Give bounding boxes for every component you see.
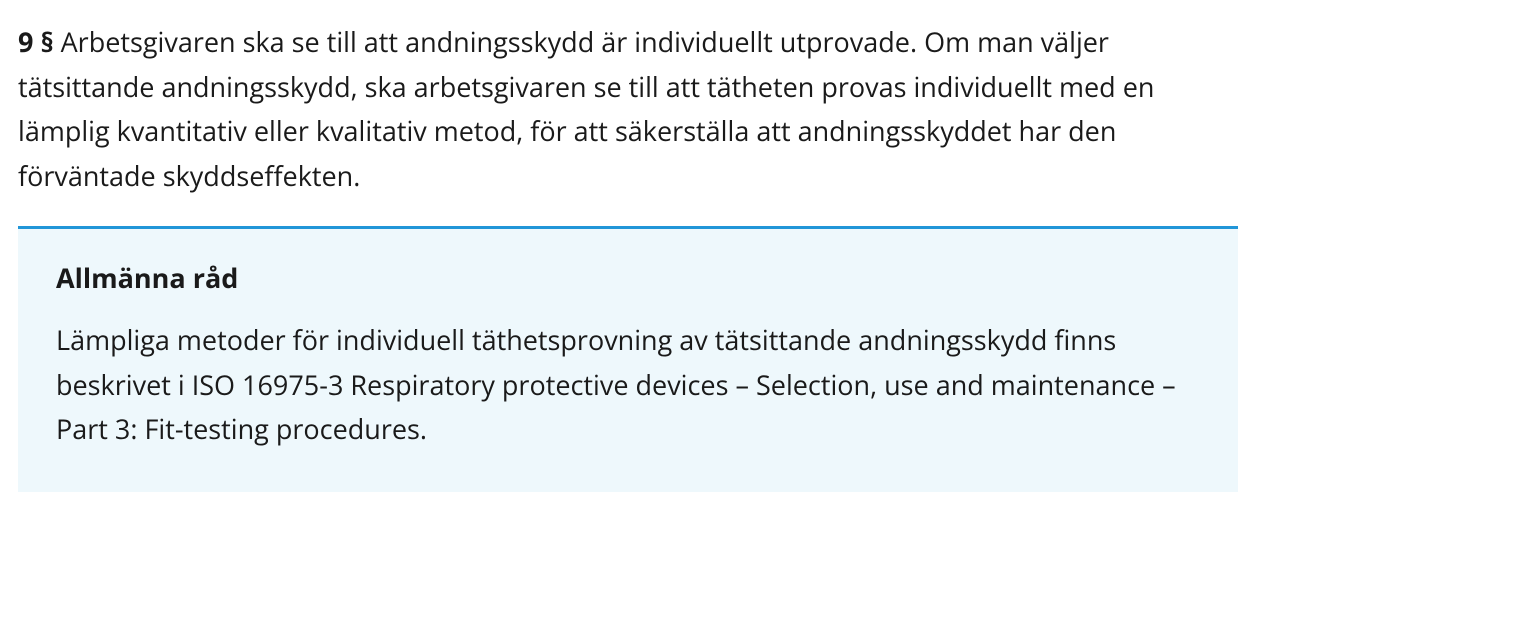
- advice-box: Allmänna råd Lämpliga metoder för indivi…: [18, 226, 1238, 492]
- section-number: 9 §: [18, 23, 54, 60]
- section-body-text: Arbetsgivaren ska se till att andningssk…: [18, 23, 1154, 194]
- advice-heading: Allmänna råd: [56, 259, 1200, 296]
- advice-text: Lämpliga metoder för individuell täthets…: [56, 318, 1176, 452]
- section-paragraph: 9 § Arbetsgivaren ska se till att andnin…: [18, 20, 1218, 198]
